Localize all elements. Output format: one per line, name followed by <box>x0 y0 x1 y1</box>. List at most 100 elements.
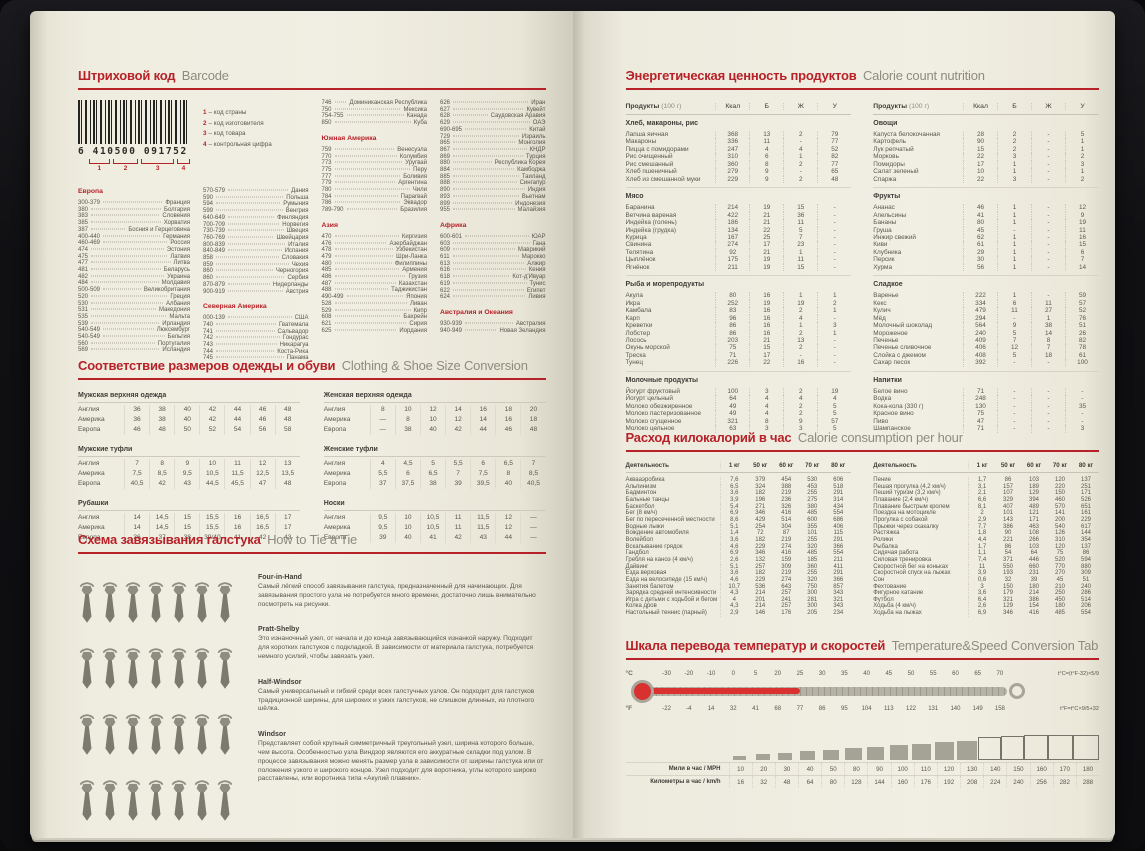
title-english: Clothing & Shoe Size Conversion <box>341 358 528 373</box>
size-value: 11 <box>445 523 470 533</box>
activity-value: 196 <box>755 496 766 503</box>
nutrient-column-header: Ж <box>1031 103 1065 110</box>
activity-value: 550 <box>1002 563 1013 570</box>
size-value: 40 <box>495 479 520 489</box>
activity-value: 159 <box>781 556 792 563</box>
size-row: Америка 9,5 10 10,5 11 11,5 12— <box>324 523 546 533</box>
food-value: 64 <box>715 395 749 403</box>
food-row: Карп 96 16 4- <box>626 314 852 323</box>
activity-value: 185 <box>807 556 818 563</box>
legend-item: 1– код страны <box>203 108 309 119</box>
kmh-value: 16 <box>728 776 752 788</box>
country-row: 475 Латвия <box>78 254 190 261</box>
activity-name: Водные лыжи <box>625 523 665 530</box>
kmh-row: Километры в час / km/h 16 32 48 64 80 128 144 16… <box>625 775 1099 788</box>
activity-value: 254 <box>755 523 766 530</box>
country-name: Республика Корея <box>494 160 546 167</box>
tie-step-icon <box>147 713 165 757</box>
food-name: Пицца с помидорами <box>625 145 689 153</box>
temp-speed-section-title: Шкала перевода температур и скоростей Te… <box>625 638 1099 660</box>
country-name: Италия <box>288 241 309 248</box>
country-code: 859 <box>203 261 214 268</box>
weight-column-header: 50 кг <box>1000 462 1016 469</box>
food-value: 82 <box>1065 336 1099 345</box>
activity-value: 2,6 <box>968 603 995 611</box>
dot-leader <box>91 208 162 210</box>
country-row: 880 Республика Корея <box>440 160 546 167</box>
temperature-tick-label: -30 <box>662 670 671 677</box>
temperature-tick-label: 158 <box>994 705 1005 712</box>
dot-leader <box>91 228 126 230</box>
country-code: 488 <box>321 287 332 294</box>
food-value: 2 <box>817 299 851 308</box>
food-value: 1 <box>1065 145 1099 154</box>
activity-row: Водные лыжи 5,1 254 304 355 406 <box>625 523 852 531</box>
food-value: - <box>817 204 851 212</box>
size-row: Европа 36 37 38 39/40 41 42 43 <box>78 533 300 543</box>
temperature-tick-label: -20 <box>684 670 694 677</box>
activity-section: Расход килокалорий в час Calorie consump… <box>625 430 1099 617</box>
dot-leader <box>216 209 283 211</box>
activity-row: Гребля на каноэ (4 км/ч) 2,6 132 159 185 211 <box>626 556 852 564</box>
dot-leader <box>453 141 516 143</box>
country-name: Венгрия <box>285 208 309 215</box>
kmh-value: 240 <box>1006 776 1029 788</box>
food-name: Курица <box>625 233 647 241</box>
activity-value: 182 <box>755 490 766 497</box>
food-value: - <box>1031 168 1065 176</box>
activity-value: 72 <box>756 530 764 537</box>
food-value: - <box>1031 402 1065 411</box>
dot-leader <box>453 289 524 291</box>
title-english: Temperature&Speed Conversion Table <box>891 638 1099 653</box>
food-value: 3 <box>783 425 817 433</box>
activity-value: 229 <box>755 543 766 550</box>
mph-value: 50 <box>821 763 844 775</box>
tie-step-icon <box>124 713 142 757</box>
country-name: Мексика <box>403 106 427 113</box>
barcode-bracket-number: 4 <box>181 165 186 172</box>
food-name: Красное вино <box>873 410 914 418</box>
activity-name: Ходьба на лыжах <box>873 610 922 617</box>
country-name: Камбоджа <box>517 167 546 174</box>
nutrient-column-header: Ккал <box>715 103 749 110</box>
kmh-value: 176 <box>913 776 937 788</box>
food-group: Фрукты Ананас 46 1-12 Апельсины 41 1-9 Бананы 80… <box>873 187 1099 275</box>
mph-row: Мили в час / MPH 10 20 30 40 50 80 90 100 110 120 1… <box>625 762 1099 775</box>
activity-value: 594 <box>1080 556 1091 563</box>
activity-row: Игра с детьми с ходьбой и бегом 4 201 241 28… <box>626 596 852 604</box>
activity-value: 120 <box>1054 477 1065 483</box>
country-row: 740 Гватемала <box>203 322 309 329</box>
size-table-name: Женские туфли <box>323 444 546 457</box>
country-name: Македония <box>158 307 190 314</box>
food-value: 4 <box>749 395 783 403</box>
weight-column-header: 80 кг <box>1078 462 1094 469</box>
food-value: 11 <box>783 219 817 227</box>
temperature-tick-label: 0 <box>731 670 735 677</box>
size-table: Мужская верхняя одежда Англия 36 38 40 42 44 46… <box>78 390 300 435</box>
activity-value: 86 <box>1004 543 1012 550</box>
size-value: 15 <box>174 513 199 523</box>
food-value: 82 <box>817 153 851 161</box>
activity-value: 255 <box>807 490 818 497</box>
food-value: - <box>783 168 817 176</box>
food-value: - <box>997 387 1031 396</box>
activity-value: 115 <box>833 530 844 537</box>
country-row: 476 Азербайджан <box>322 241 428 248</box>
activity-value: 366 <box>833 543 844 550</box>
food-row: Помидоры 17 1-3 <box>873 160 1099 169</box>
dot-leader <box>91 248 164 250</box>
activity-value: 6,9 <box>968 610 995 617</box>
activity-value: 4,4 <box>968 536 995 544</box>
country-name: Израиль <box>521 133 546 140</box>
country-name: Колумбия <box>399 153 427 160</box>
food-value: 1 <box>997 256 1031 264</box>
size-row: Европа 40,5 42 43 44,5 45,5 47 48 <box>78 479 300 489</box>
temperature-tick-label: 113 <box>884 705 894 712</box>
food-name: Мёд <box>873 314 886 322</box>
size-table: Женские туфли Англия 4 4,5 5 5,5 6 6,5 7 Америка 5… <box>323 444 546 489</box>
food-name: Кекс <box>873 299 887 307</box>
food-name: Спаржа <box>873 175 897 183</box>
food-row: Шампанское 71- -3 <box>873 425 1099 433</box>
size-value: 42 <box>199 415 224 425</box>
food-row: Лапша яичная 368 13 2 79 <box>626 131 852 139</box>
